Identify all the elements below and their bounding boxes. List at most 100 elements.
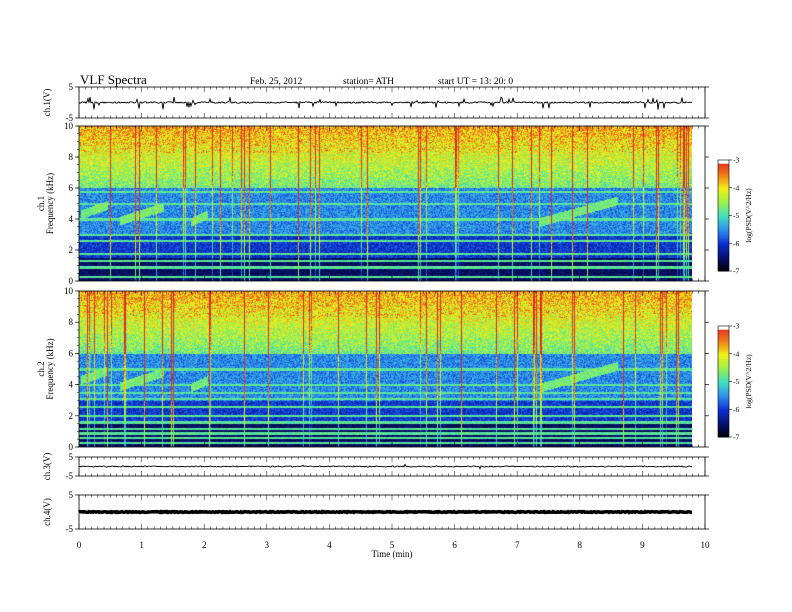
ch1-spectrogram-colorbar-cell bbox=[718, 215, 729, 218]
ch2-spectrogram-colorbar-cell bbox=[718, 357, 729, 360]
ch1-waveform-ytick-label: -5 bbox=[66, 113, 74, 123]
ch1-spectrogram-colorbar-cell bbox=[718, 213, 729, 216]
ch1-spectrogram-colorbar-cell bbox=[718, 232, 729, 235]
ch1-spectrogram-colorbar-cell bbox=[718, 224, 729, 228]
ch2-spectrogram-ytick-label: 4 bbox=[69, 380, 74, 390]
ch1-spectrogram-colorbar-cell bbox=[718, 258, 729, 261]
ch2-spectrogram-colorbar-cell bbox=[718, 338, 729, 342]
ch1-spectrogram-colorbar-cell bbox=[718, 191, 729, 194]
ch1-spectrogram-colorbar-cell bbox=[718, 184, 729, 187]
ch1-spectrogram-colorbar-cell bbox=[718, 243, 729, 246]
ch2-spectrogram-colorbar-tick-label: -5 bbox=[733, 377, 739, 386]
ch2-spectrogram-colorbar-cell bbox=[718, 337, 729, 340]
ch1-waveform-ytick-label: 5 bbox=[69, 82, 74, 92]
xtick-label: 9 bbox=[640, 540, 645, 550]
ch1-spectrogram-colorbar-cell bbox=[718, 252, 729, 255]
ch4-waveform-ylabel: ch.4(V) bbox=[42, 498, 52, 526]
ch2-spectrogram-colorbar-cell bbox=[718, 424, 729, 427]
ch3-waveform-ytick-label: 5 bbox=[69, 452, 74, 462]
ch2-spectrogram-ytick-label: 6 bbox=[69, 348, 74, 358]
ch1-spectrogram-colorbar-tick-label: -5 bbox=[733, 211, 739, 220]
x-axis-label: Time (min) bbox=[372, 549, 413, 559]
ch1-spectrogram-colorbar-cell bbox=[718, 267, 729, 270]
ch1-spectrogram-colorbar-cell bbox=[718, 163, 729, 167]
ch1-spectrogram-colorbar-cell bbox=[718, 174, 729, 178]
ch2-spectrogram-colorbar-cell bbox=[718, 411, 729, 414]
ch1-spectrogram-ylabel: Frequency (kHz) bbox=[45, 173, 55, 234]
ch1-waveform-trace bbox=[78, 96, 693, 110]
ch1-spectrogram-colorbar-cell bbox=[718, 269, 729, 272]
ch1-spectrogram-colorbar-cell bbox=[718, 187, 729, 191]
xtick-label: 4 bbox=[327, 540, 332, 550]
ch2-spectrogram-colorbar-cell bbox=[718, 350, 729, 353]
ch2-spectrogram-colorbar-label: log(PSD(V^2/Hz) bbox=[744, 354, 753, 409]
xtick-label: 7 bbox=[515, 540, 520, 550]
ch1-spectrogram-colorbar-cell bbox=[718, 219, 729, 222]
ch2-spectrogram-colorbar-cell bbox=[718, 400, 729, 403]
ch1-spectrogram-ylabel: ch.1 bbox=[36, 196, 46, 211]
ch2-spectrogram-colorbar-cell bbox=[718, 326, 729, 329]
ch1-spectrogram-colorbar-tick-label: -6 bbox=[733, 239, 739, 248]
ch2-spectrogram-colorbar-cell bbox=[718, 435, 729, 438]
ch1-spectrogram-colorbar-cell bbox=[718, 193, 729, 196]
ch1-spectrogram-colorbar-cell bbox=[718, 259, 729, 263]
ch1-spectrogram-colorbar-cell bbox=[718, 185, 729, 189]
xtick-label: 5 bbox=[390, 540, 395, 550]
ch2-spectrogram-colorbar-cell bbox=[718, 385, 729, 388]
ch3-waveform-ylabel: ch.3(V) bbox=[42, 453, 52, 481]
ch2-spectrogram-colorbar-cell bbox=[718, 418, 729, 421]
ch1-spectrogram-colorbar-label: log(PSD(V^2/Hz) bbox=[744, 188, 753, 243]
xtick-label: 1 bbox=[139, 540, 144, 550]
ch2-spectrogram-colorbar-cell bbox=[718, 379, 729, 382]
ch1-spectrogram-image bbox=[79, 126, 692, 281]
ch2-spectrogram-colorbar-cell bbox=[718, 381, 729, 384]
ch2-spectrogram-colorbar-cell bbox=[718, 363, 729, 366]
ch2-spectrogram-colorbar-cell bbox=[718, 346, 729, 349]
ch1-spectrogram-colorbar-cell bbox=[718, 241, 729, 244]
ch1-spectrogram-colorbar-cell bbox=[718, 176, 729, 179]
ch1-spectrogram-colorbar-cell bbox=[718, 222, 729, 226]
ch2-spectrogram-colorbar-cell bbox=[718, 361, 729, 364]
ch2-spectrogram-colorbar-cell bbox=[718, 370, 729, 373]
ch3-waveform-ytick-label: -5 bbox=[66, 471, 74, 481]
ch2-spectrogram-colorbar-cell bbox=[718, 433, 729, 436]
ch2-spectrogram-ytick-label: 0 bbox=[69, 442, 74, 452]
ch4-waveform-ytick-label: -5 bbox=[66, 524, 74, 534]
ch2-spectrogram-colorbar-tick-label: -3 bbox=[733, 322, 739, 331]
ch1-spectrogram-colorbar-cell bbox=[718, 261, 729, 265]
ch1-spectrogram-colorbar-cell bbox=[718, 182, 729, 185]
ch1-spectrogram-colorbar-cell bbox=[718, 248, 729, 252]
ch1-spectrogram-colorbar-cell bbox=[718, 263, 729, 266]
ch1-spectrogram-ytick-label: 8 bbox=[69, 152, 74, 162]
ch1-spectrogram-ytick-label: 10 bbox=[64, 121, 74, 131]
ch2-spectrogram-colorbar-cell bbox=[718, 353, 729, 357]
ch2-spectrogram-colorbar-cell bbox=[718, 403, 729, 407]
ch2-spectrogram-colorbar-cell bbox=[718, 396, 729, 399]
ch1-spectrogram-colorbar-cell bbox=[718, 172, 729, 176]
header-station: station= ATH bbox=[343, 77, 394, 87]
ch1-spectrogram-colorbar-cell bbox=[718, 200, 729, 204]
ch2-spectrogram-colorbar-tick-label: -7 bbox=[733, 433, 739, 442]
ch2-spectrogram-colorbar-cell bbox=[718, 368, 729, 371]
ch1-spectrogram-colorbar-cell bbox=[718, 171, 729, 174]
ch1-spectrogram-colorbar-cell bbox=[718, 204, 729, 207]
figure-title: VLF Spectra bbox=[80, 72, 147, 87]
ch1-spectrogram-colorbar-cell bbox=[718, 169, 729, 172]
ch2-spectrogram-ytick-label: 10 bbox=[64, 286, 74, 296]
ch1-spectrogram-colorbar-tick-label: -7 bbox=[733, 267, 739, 276]
xtick-label: 8 bbox=[578, 540, 583, 550]
ch1-spectrogram-colorbar-cell bbox=[718, 211, 729, 215]
ch1-spectrogram-colorbar-cell bbox=[718, 198, 729, 202]
ch2-spectrogram-colorbar-cell bbox=[718, 401, 729, 405]
ch1-spectrogram-colorbar-cell bbox=[718, 246, 729, 250]
ch2-spectrogram-ylabel: ch.2 bbox=[36, 361, 46, 376]
ch2-spectrogram-colorbar-cell bbox=[718, 394, 729, 397]
ch1-spectrogram-colorbar-cell bbox=[718, 226, 729, 229]
ch1-spectrogram-colorbar-cell bbox=[718, 239, 729, 242]
ch2-spectrogram-colorbar-cell bbox=[718, 342, 729, 345]
ch2-spectrogram-colorbar-cell bbox=[718, 414, 729, 418]
ch1-spectrogram-colorbar-cell bbox=[718, 254, 729, 257]
ch1-spectrogram-colorbar-cell bbox=[718, 265, 729, 268]
xtick-label: 10 bbox=[701, 540, 711, 550]
ch2-spectrogram-colorbar-cell bbox=[718, 374, 729, 377]
